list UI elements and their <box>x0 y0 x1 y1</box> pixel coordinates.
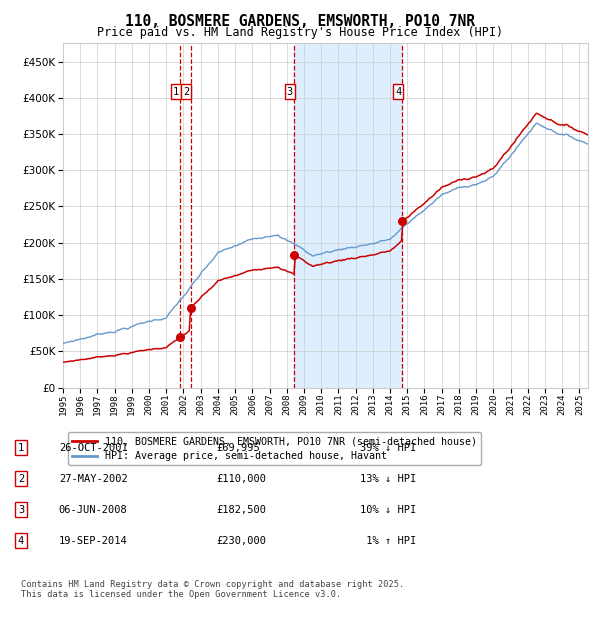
Text: 3: 3 <box>287 87 293 97</box>
Text: 4: 4 <box>18 536 24 546</box>
Text: 06-JUN-2008: 06-JUN-2008 <box>59 505 128 515</box>
Text: 39% ↓ HPI: 39% ↓ HPI <box>360 443 416 453</box>
Text: 10% ↓ HPI: 10% ↓ HPI <box>360 505 416 515</box>
Text: 4: 4 <box>395 87 401 97</box>
Text: 1: 1 <box>18 443 24 453</box>
Text: £182,500: £182,500 <box>216 505 266 515</box>
Legend: 110, BOSMERE GARDENS, EMSWORTH, PO10 7NR (semi-detached house), HPI: Average pri: 110, BOSMERE GARDENS, EMSWORTH, PO10 7NR… <box>68 432 481 465</box>
Text: Contains HM Land Registry data © Crown copyright and database right 2025.
This d: Contains HM Land Registry data © Crown c… <box>21 580 404 599</box>
Text: Price paid vs. HM Land Registry's House Price Index (HPI): Price paid vs. HM Land Registry's House … <box>97 26 503 39</box>
Text: £230,000: £230,000 <box>216 536 266 546</box>
Text: £69,995: £69,995 <box>216 443 260 453</box>
Text: 110, BOSMERE GARDENS, EMSWORTH, PO10 7NR: 110, BOSMERE GARDENS, EMSWORTH, PO10 7NR <box>125 14 475 29</box>
Text: 13% ↓ HPI: 13% ↓ HPI <box>360 474 416 484</box>
Text: 2: 2 <box>18 474 24 484</box>
Text: 27-MAY-2002: 27-MAY-2002 <box>59 474 128 484</box>
Text: 3: 3 <box>18 505 24 515</box>
Text: 26-OCT-2001: 26-OCT-2001 <box>59 443 128 453</box>
Bar <box>294 43 403 388</box>
Text: £110,000: £110,000 <box>216 474 266 484</box>
Text: 19-SEP-2014: 19-SEP-2014 <box>59 536 128 546</box>
Text: 1% ↑ HPI: 1% ↑ HPI <box>360 536 416 546</box>
Text: 2: 2 <box>183 87 190 97</box>
Text: 1: 1 <box>173 87 179 97</box>
